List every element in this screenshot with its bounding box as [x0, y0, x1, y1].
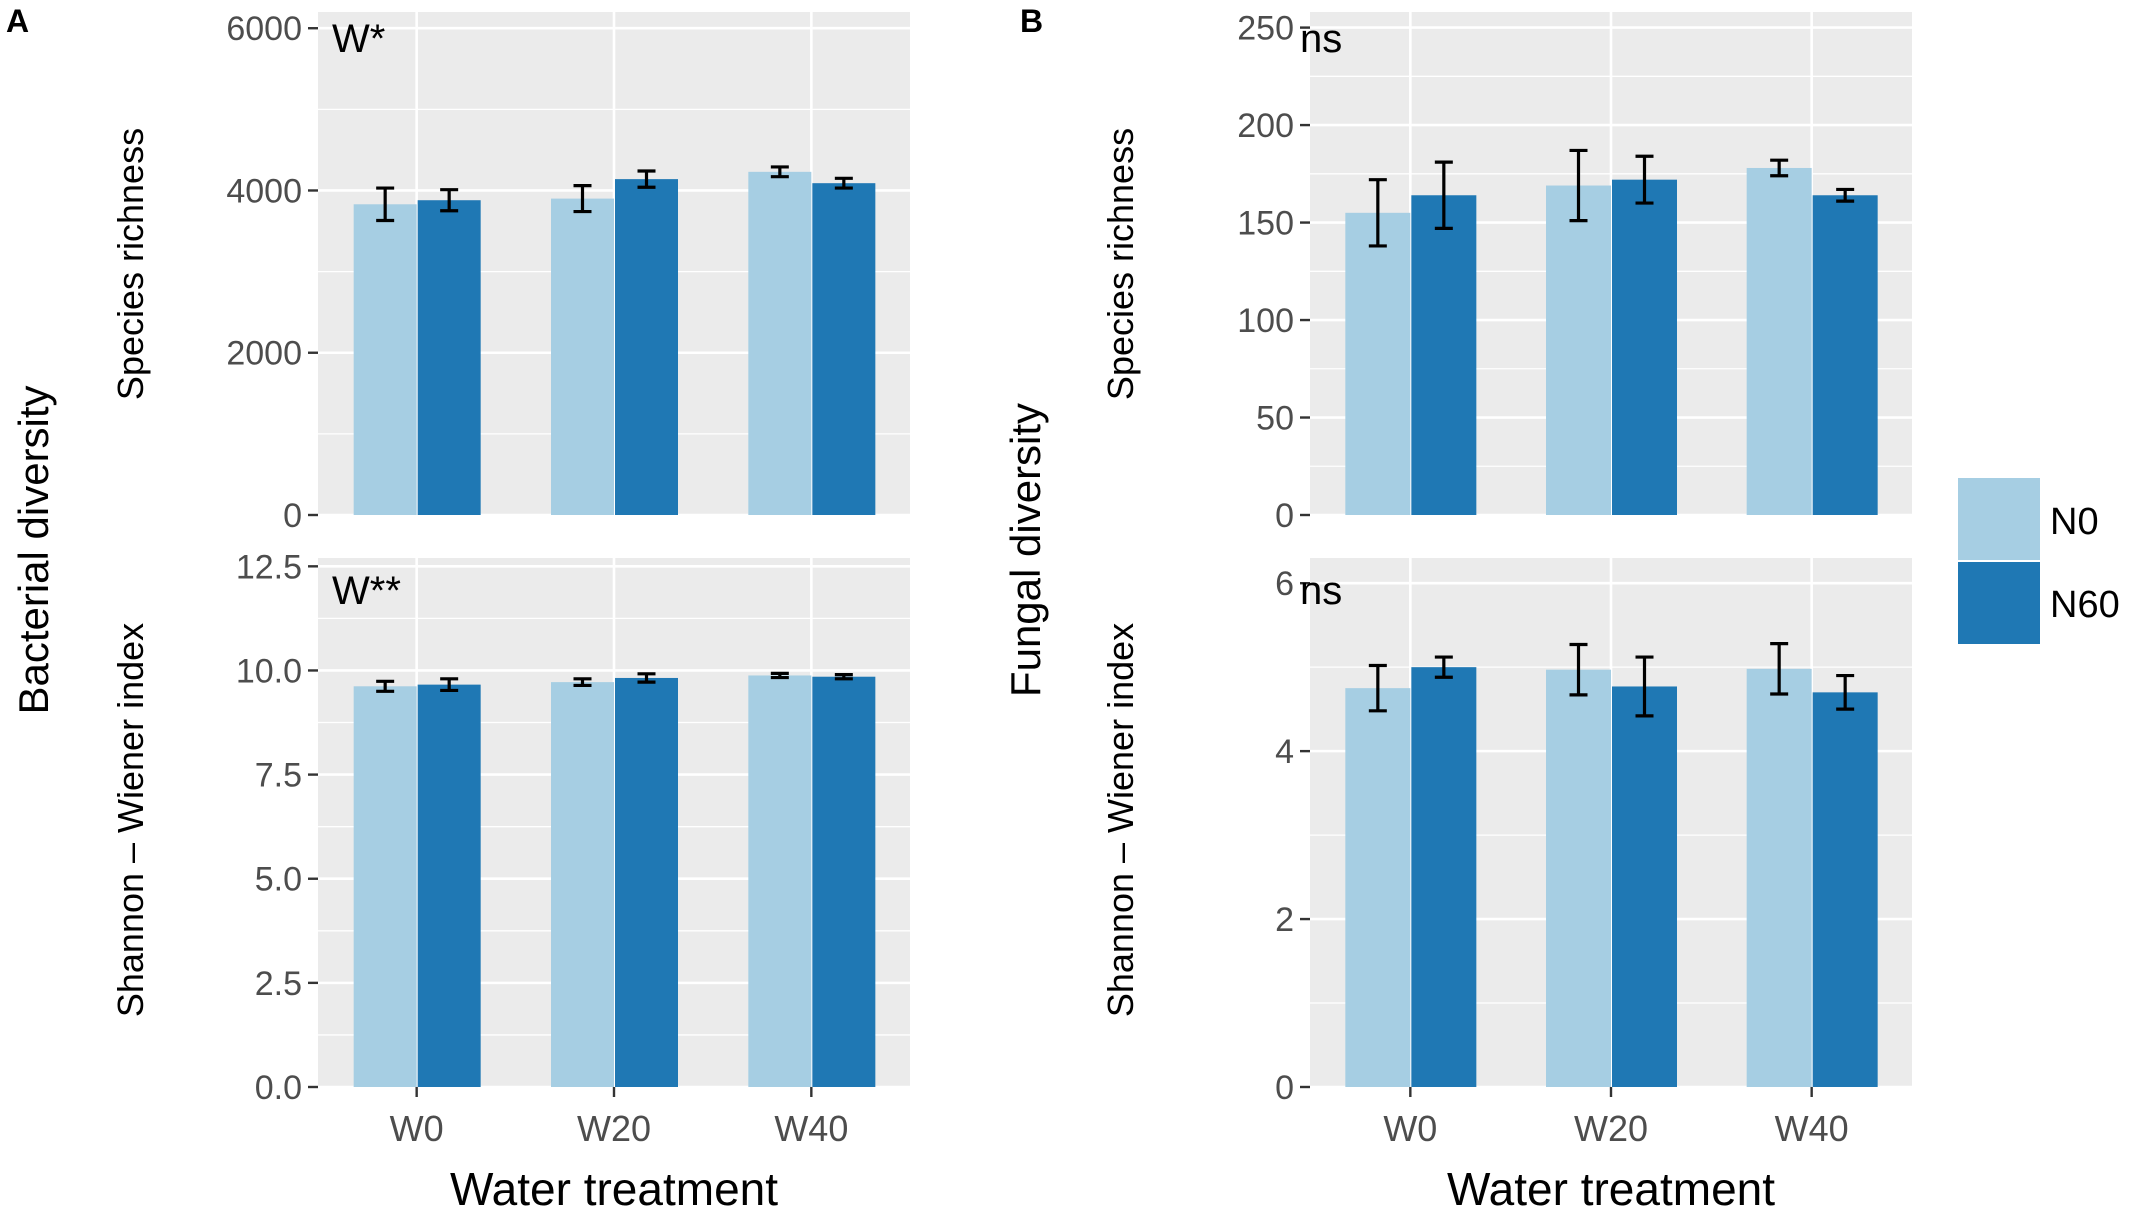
x-tick-label: W0 [1383, 1108, 1437, 1149]
y-tick-label: 12.5 [236, 548, 302, 586]
facet-a-shannon: 0.0 2.5 5.0 7.5 10.0 12.5 W** Shannon – Wiene… [110, 548, 910, 1107]
y-tick-label: 6 [1275, 565, 1294, 603]
panel-a-x-axis: W0 W20 W40 [390, 1087, 848, 1149]
legend-label-n60: N60 [2050, 584, 2120, 626]
y-tick-label: 150 [1237, 205, 1294, 243]
bar-n0-w0 [1345, 212, 1411, 516]
legend-swatch-n60 [1958, 562, 2040, 644]
facet-b-richness-y-axis: 0 50 100 150 200 250 [1237, 10, 1310, 535]
bar-n60-w40 [812, 183, 876, 515]
facet-b-richness-significance: ns [1300, 17, 1342, 61]
facet-a-shannon-ylabel: Shannon – Wiener index [110, 623, 151, 1017]
x-tick-label: W40 [1775, 1108, 1849, 1149]
x-tick-label: W20 [1574, 1108, 1648, 1149]
bar-n60-w0 [417, 684, 481, 1087]
facet-b-shannon-bars [1345, 642, 1878, 1087]
y-tick-label: 2000 [226, 335, 302, 373]
y-tick-label: 4000 [226, 172, 302, 210]
y-tick-label: 50 [1256, 400, 1294, 438]
panel-b-xlabel: Water treatment [1447, 1163, 1775, 1215]
bar-n0-w40 [1746, 668, 1812, 1087]
bar-n0-w20 [551, 682, 614, 1087]
bar-n0-w40 [748, 675, 812, 1087]
bar-n0-w0 [1345, 688, 1411, 1087]
facet-b-shannon-significance: ns [1300, 569, 1342, 613]
facet-a-richness-bars [353, 165, 876, 516]
panel-a-group-ylabel: Bacterial diversity [10, 385, 57, 714]
y-tick-label: 0 [1275, 497, 1294, 535]
y-tick-label: 5.0 [255, 861, 302, 899]
y-tick-label: 0.0 [255, 1069, 302, 1107]
facet-b-shannon: 0 2 4 6 ns Shannon – Wiener index [1100, 558, 1912, 1107]
panel-a: A Bacterial diversity 0 2000 4000 6000 W* S… [6, 3, 910, 1215]
bar-n60-w0 [417, 200, 481, 515]
y-tick-label: 6000 [226, 10, 302, 48]
x-tick-label: W0 [390, 1108, 444, 1149]
facet-a-richness: 0 2000 4000 6000 W* Species richness [110, 10, 910, 535]
y-tick-label: 0 [1275, 1069, 1294, 1107]
y-tick-label: 2 [1275, 901, 1294, 939]
panel-a-xlabel: Water treatment [450, 1163, 778, 1215]
facet-a-shannon-y-axis: 0.0 2.5 5.0 7.5 10.0 12.5 [236, 548, 318, 1107]
y-tick-label: 10.0 [236, 652, 302, 690]
y-tick-label: 7.5 [255, 757, 302, 795]
facet-a-shannon-significance: W** [332, 569, 401, 613]
legend-label-n0: N0 [2050, 501, 2099, 543]
bar-n60-w20 [615, 179, 678, 516]
facet-b-richness-ylabel: Species richness [1100, 128, 1141, 400]
y-tick-label: 100 [1237, 302, 1294, 340]
bar-n0-w0 [353, 686, 417, 1087]
y-tick-label: 200 [1237, 107, 1294, 145]
facet-a-richness-significance: W* [332, 17, 385, 61]
panel-a-label: A [6, 3, 29, 39]
bar-n0-w40 [1746, 167, 1812, 515]
panel-b-x-axis: W0 W20 W40 [1383, 1087, 1849, 1149]
legend: N0 N60 [1958, 478, 2120, 644]
facet-a-shannon-bars [353, 671, 876, 1087]
panel-b-group-ylabel: Fungal diversity [1002, 403, 1049, 697]
x-tick-label: W20 [577, 1108, 651, 1149]
y-tick-label: 2.5 [255, 965, 302, 1003]
panel-b: B Fungal diversity 0 50 100 150 200 250 ns Sp… [1002, 3, 1912, 1215]
bar-n60-w0 [1411, 667, 1477, 1087]
bar-n60-w20 [1612, 686, 1677, 1087]
bar-n0-w20 [551, 198, 614, 515]
x-tick-label: W40 [774, 1108, 848, 1149]
bar-n60-w40 [1812, 692, 1878, 1087]
bar-n60-w40 [812, 676, 876, 1087]
facet-b-shannon-y-axis: 0 2 4 6 [1275, 565, 1310, 1107]
facet-a-richness-ylabel: Species richness [110, 128, 151, 400]
bar-n0-w20 [1546, 185, 1611, 515]
bar-n0-w0 [353, 204, 417, 515]
panel-b-label: B [1020, 3, 1043, 39]
facet-b-shannon-ylabel: Shannon – Wiener index [1100, 623, 1141, 1017]
y-tick-label: 0 [283, 497, 302, 535]
bar-n60-w40 [1812, 195, 1878, 516]
y-tick-label: 4 [1275, 733, 1294, 771]
facet-b-richness: 0 50 100 150 200 250 ns Species richness [1100, 10, 1912, 535]
bar-n60-w20 [615, 677, 678, 1087]
bar-n0-w40 [748, 171, 812, 515]
legend-swatch-n0 [1958, 478, 2040, 560]
facet-a-richness-y-axis: 0 2000 4000 6000 [226, 10, 318, 535]
bar-n0-w20 [1546, 669, 1611, 1087]
bar-n60-w20 [1612, 179, 1677, 515]
facet-b-richness-bars [1345, 148, 1878, 516]
y-tick-label: 250 [1237, 10, 1294, 48]
bar-n60-w0 [1411, 195, 1477, 516]
